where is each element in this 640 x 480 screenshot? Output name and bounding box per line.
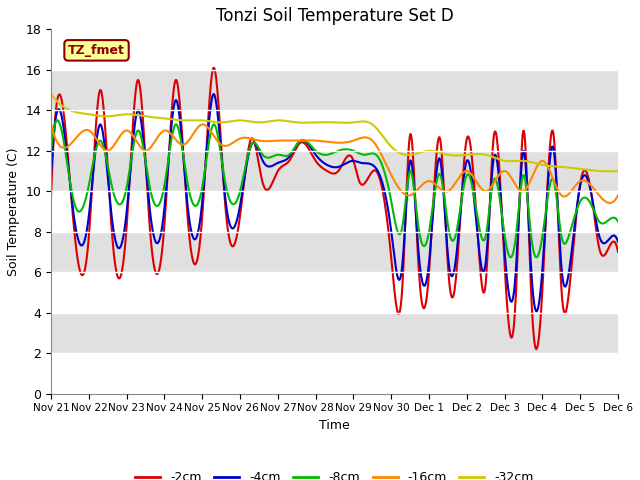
X-axis label: Time: Time	[319, 419, 350, 432]
Bar	[51, 151, 618, 191]
Y-axis label: Soil Temperature (C): Soil Temperature (C)	[7, 147, 20, 276]
Bar	[51, 70, 618, 110]
Bar	[51, 232, 618, 272]
Bar	[51, 312, 618, 353]
Legend: -2cm, -4cm, -8cm, -16cm, -32cm: -2cm, -4cm, -8cm, -16cm, -32cm	[131, 467, 539, 480]
Title: Tonzi Soil Temperature Set D: Tonzi Soil Temperature Set D	[216, 7, 454, 25]
Text: TZ_fmet: TZ_fmet	[68, 44, 125, 57]
